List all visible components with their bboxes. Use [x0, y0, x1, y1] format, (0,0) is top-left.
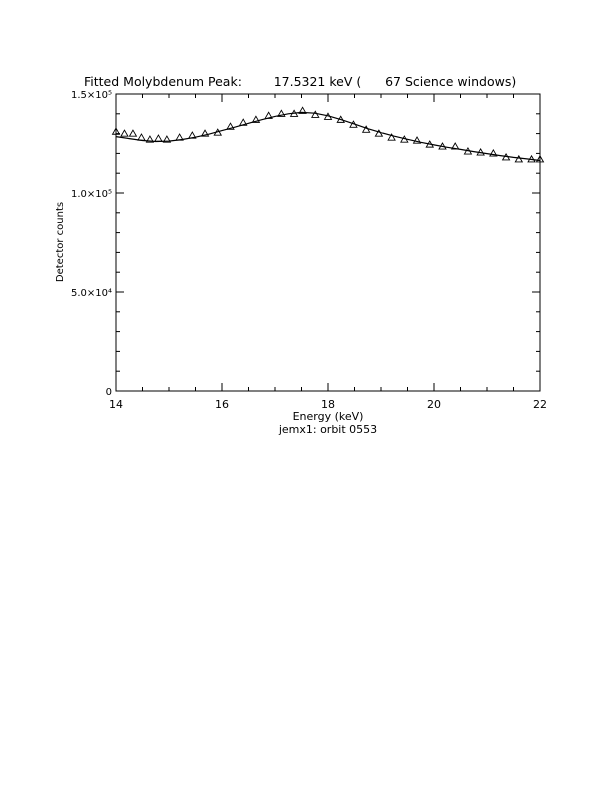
x-tick-label: 14 — [109, 398, 123, 411]
y-axis: 0 5.0×10⁴ 1.0×10⁵ 1.5×10⁵ — [71, 90, 540, 398]
plot-frame — [116, 94, 540, 391]
chart-subtitle: jemx1: orbit 0553 — [278, 423, 377, 436]
data-point-triangle — [515, 156, 522, 162]
y-axis-label: Detector counts — [55, 202, 66, 282]
data-point-triangle — [129, 130, 136, 136]
x-tick-label: 16 — [215, 398, 229, 411]
y-tick-label: 5.0×10⁴ — [71, 288, 112, 299]
x-axis: 14 16 18 20 22 — [109, 94, 547, 411]
data-point-triangle — [155, 135, 162, 141]
y-tick-label: 0 — [106, 387, 112, 398]
x-tick-label: 22 — [533, 398, 547, 411]
data-point-triangle — [121, 130, 128, 136]
x-tick-label: 20 — [427, 398, 441, 411]
y-tick-label: 1.5×10⁵ — [71, 90, 112, 101]
data-point-triangle — [138, 134, 145, 140]
y-tick-label: 1.0×10⁵ — [71, 189, 112, 200]
chart-title: Fitted Molybdenum Peak: 17.5321 keV ( 67… — [84, 74, 516, 89]
x-axis-label: Energy (keV) — [293, 410, 364, 423]
